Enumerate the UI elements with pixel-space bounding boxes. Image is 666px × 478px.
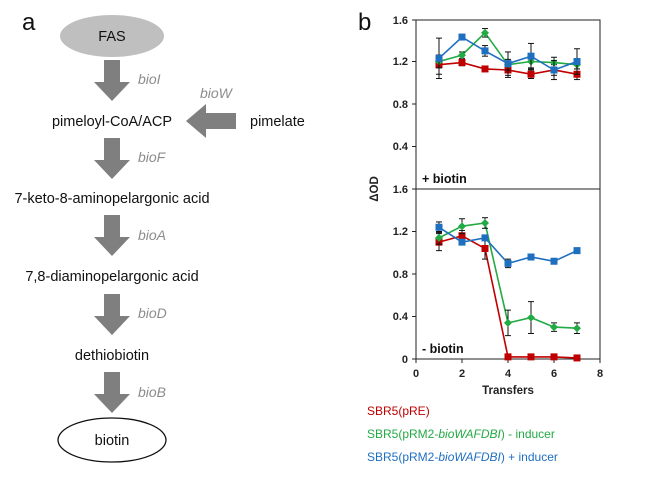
biotin-label: biotin — [95, 433, 130, 449]
data-point — [573, 324, 581, 333]
series-0-2 — [435, 33, 581, 81]
data-point — [458, 51, 466, 60]
data-point — [550, 323, 558, 332]
pathway-panel: a FAS bioI bioF bioA bioD bioB bioW pime… — [14, 9, 305, 463]
data-point — [481, 219, 489, 227]
arrow-bioA — [94, 215, 130, 256]
series-layer — [435, 28, 581, 362]
chart-panel: b 0 0.4 0.8 1.2 1.6 0.4 0.8 1.2 1.6 — [358, 9, 603, 397]
arrow-bioB — [94, 372, 130, 413]
data-point — [550, 353, 558, 361]
data-point — [527, 313, 535, 322]
node-dethiobiotin: dethiobiotin — [75, 348, 149, 364]
series-1-1 — [435, 217, 581, 337]
condition-label-plus-biotin: + biotin — [422, 172, 467, 186]
y-axis-title: ΔOD — [369, 176, 381, 202]
x-tick-0: 0 — [413, 368, 419, 380]
arrow-bioF — [94, 138, 130, 179]
y-tick-top-0: 0.4 — [393, 141, 409, 153]
data-point — [458, 33, 466, 41]
series-1-2 — [435, 221, 581, 269]
x-axis: 0 2 4 6 8 — [413, 359, 603, 380]
legend-entry-pre: SBR5(pRE) — [367, 404, 430, 418]
data-point — [458, 222, 466, 231]
y-tick-bottom-4: 1.6 — [393, 184, 408, 196]
node-pimeloyl-coa: pimeloyl-CoA/ACP — [52, 114, 172, 130]
data-point — [550, 257, 558, 265]
data-point — [458, 238, 466, 246]
y-axis-bottom: 0 0.4 0.8 1.2 1.6 — [393, 184, 416, 366]
legend-entry-minus-inducer: SBR5(pRM2-bioWAFDBI) - inducer — [367, 427, 555, 441]
data-point — [458, 59, 466, 67]
gene-bioD: bioD — [138, 305, 167, 321]
data-point — [527, 52, 535, 60]
data-point — [458, 232, 466, 240]
data-point — [573, 354, 581, 362]
node-pimelate: pimelate — [250, 114, 305, 130]
data-point — [481, 47, 489, 55]
data-point — [481, 28, 489, 37]
data-point — [573, 58, 581, 65]
y-tick-bottom-2: 0.8 — [393, 269, 408, 281]
y-tick-top-3: 1.6 — [393, 15, 408, 27]
series-line — [438, 234, 578, 359]
arrow-bioI — [94, 60, 130, 101]
gene-bioW: bioW — [200, 85, 234, 101]
data-point — [504, 60, 512, 68]
data-point — [481, 65, 489, 73]
data-point — [435, 233, 443, 242]
panel-label-b: b — [358, 9, 371, 36]
gene-bioA: bioA — [138, 227, 166, 243]
legend-entry-plus-inducer: SBR5(pRM2-bioWAFDBI) + inducer — [367, 450, 558, 464]
node-dapa: 7,8-diaminopelargonic acid — [25, 269, 198, 285]
data-point — [481, 245, 489, 252]
biotin-node — [57, 417, 167, 463]
arrow-bioD — [94, 294, 130, 335]
legend: SBR5(pRE) SBR5(pRM2-bioWAFDBI) - inducer… — [367, 404, 558, 464]
data-point — [504, 353, 512, 361]
y-tick-top-1: 0.8 — [393, 99, 408, 111]
x-tick-4: 8 — [597, 368, 603, 380]
data-point — [573, 247, 581, 255]
data-point — [435, 223, 443, 231]
panel-label-a: a — [22, 9, 36, 36]
y-tick-bottom-3: 1.2 — [393, 226, 408, 238]
data-point — [504, 318, 512, 327]
gene-bioF: bioF — [138, 149, 167, 165]
gene-bioB: bioB — [138, 384, 166, 400]
y-axis-top: 0.4 0.8 1.2 1.6 — [393, 15, 416, 153]
data-point — [504, 259, 512, 267]
node-kapa: 7-keto-8-aminopelargonic acid — [14, 191, 209, 207]
x-axis-title: Transfers — [482, 385, 534, 397]
arrow-bioW — [186, 104, 236, 138]
data-point — [527, 70, 535, 78]
data-point — [481, 234, 489, 242]
data-point — [435, 54, 443, 62]
condition-label-minus-biotin: - biotin — [422, 342, 464, 356]
fas-label: FAS — [98, 29, 125, 45]
y-tick-bottom-1: 0.4 — [393, 311, 409, 323]
data-point — [527, 253, 535, 261]
gene-bioI: bioI — [138, 71, 161, 87]
x-tick-3: 6 — [551, 368, 557, 380]
x-tick-1: 2 — [459, 368, 465, 380]
y-tick-bottom-0: 0 — [402, 354, 408, 366]
data-point — [527, 353, 535, 361]
y-tick-top-2: 1.2 — [393, 56, 408, 68]
data-point — [550, 66, 558, 74]
fas-node — [60, 15, 164, 57]
x-tick-2: 4 — [505, 368, 512, 380]
